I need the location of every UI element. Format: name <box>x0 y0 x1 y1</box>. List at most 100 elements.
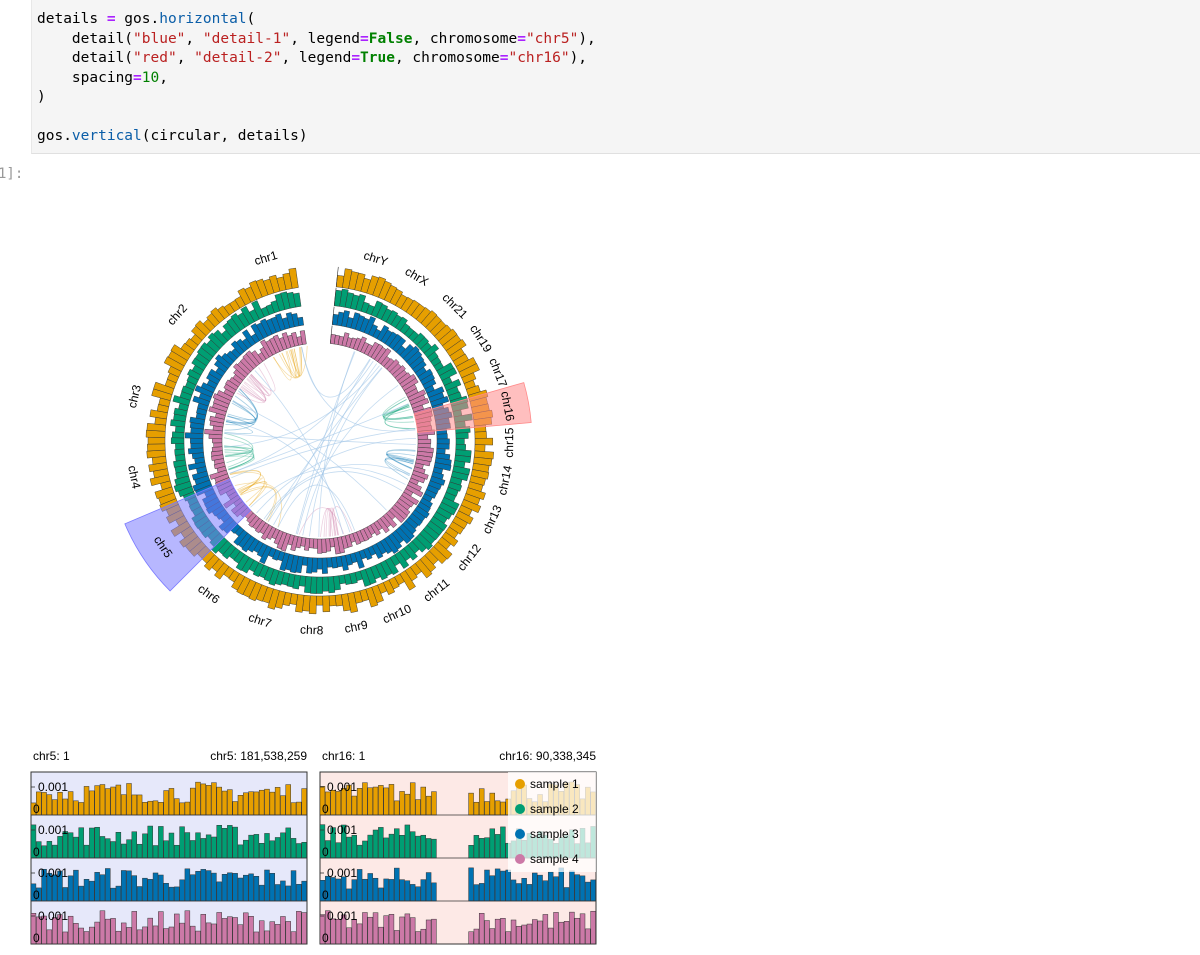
link <box>225 390 258 424</box>
legend: sample 1 sample 2 sample 3 sample 4 <box>508 772 596 872</box>
detail-bar <box>94 872 100 902</box>
detail-bar <box>174 798 180 816</box>
detail-bar <box>399 879 405 902</box>
detail-bar <box>264 833 270 859</box>
detail-bar <box>372 877 379 902</box>
circular-bar <box>212 438 223 444</box>
code-token: True <box>360 50 395 66</box>
detail-bar <box>216 786 222 816</box>
detail-bar <box>179 922 185 945</box>
detail-bar <box>195 930 201 945</box>
link <box>250 362 276 392</box>
detail-bar <box>89 790 95 816</box>
axis-zero-label: 0 <box>33 802 40 816</box>
detail-bar <box>510 879 517 902</box>
detail-bar <box>489 828 496 859</box>
chromosome-label: chr1 <box>253 248 280 268</box>
detail-bar <box>505 869 511 902</box>
axis-zero-label: 0 <box>322 931 329 945</box>
detail-bar <box>394 930 400 945</box>
detail-bar <box>110 918 116 945</box>
detail-bar <box>158 874 164 902</box>
detail-bar <box>335 842 342 859</box>
code-cell[interactable]: details = gos.horizontal( detail("blue",… <box>31 0 1200 154</box>
code-token: detail( <box>37 30 134 47</box>
detail-bar <box>73 923 79 945</box>
circular-bar <box>175 443 185 450</box>
link <box>237 477 264 494</box>
link <box>301 346 371 398</box>
circular-bar <box>436 438 450 445</box>
detail-bar <box>489 928 496 945</box>
detail-bar <box>227 789 233 816</box>
link <box>384 404 416 430</box>
axis-tick-label: 0.001 <box>327 823 357 837</box>
detail-bar <box>274 837 281 859</box>
link <box>279 347 301 378</box>
link <box>384 404 416 430</box>
legend-swatch <box>515 779 525 789</box>
detail-bar <box>269 791 276 816</box>
detail-bar <box>478 883 485 902</box>
detail-bar <box>195 871 201 902</box>
detail-bar <box>473 801 480 816</box>
link <box>223 437 254 468</box>
circular-bar <box>321 557 328 574</box>
detail-bar <box>232 873 238 902</box>
code-line: details = gos.horizontal( <box>37 11 255 27</box>
detail-bar <box>94 785 100 816</box>
code-token: , chromosome <box>394 50 500 66</box>
code-token: ), <box>578 30 596 47</box>
circular-bar <box>316 576 323 594</box>
code-token: , <box>159 69 168 86</box>
detail-bar <box>521 878 527 902</box>
detail-bar <box>115 784 122 816</box>
detail-bar <box>547 927 554 945</box>
chromosome-label: chr19 <box>467 322 495 355</box>
detail-bar <box>57 792 63 816</box>
chromosome-label: chr9 <box>343 618 369 636</box>
link <box>238 481 267 503</box>
link <box>234 482 282 528</box>
detail-bar <box>243 912 249 945</box>
link <box>309 367 383 537</box>
circular-bar <box>292 292 302 308</box>
legend-swatch <box>515 854 525 864</box>
detail-bar <box>253 931 260 945</box>
detail-bar <box>356 869 363 902</box>
detail-bar <box>290 931 297 945</box>
detail-bar <box>105 918 111 945</box>
detail-bar <box>115 885 122 902</box>
detail-bar <box>73 869 79 902</box>
detail-bar <box>356 788 363 816</box>
detail-bar <box>367 787 373 816</box>
detail-bar <box>216 912 222 945</box>
detail-bar <box>553 876 559 902</box>
detail-bar <box>136 843 143 859</box>
detail-bar <box>425 795 432 816</box>
detail-bar <box>399 916 405 945</box>
detail-bar <box>356 923 363 945</box>
detail-bar <box>237 924 244 945</box>
detail-bar <box>46 929 53 945</box>
code-token: details <box>37 11 107 27</box>
link <box>277 484 356 531</box>
detail-bar <box>532 872 538 902</box>
code-text[interactable]: details = gos.horizontal( detail("blue",… <box>37 10 596 147</box>
link <box>382 399 413 419</box>
detail-bar <box>431 791 437 816</box>
output-prompt: 1]: <box>0 166 24 182</box>
link <box>385 457 414 475</box>
link <box>225 455 255 471</box>
detail-bar <box>105 868 111 902</box>
detail-bar <box>585 928 591 945</box>
code-token: , <box>185 30 203 47</box>
detail-views[interactable]: chr5: 1 chr5: 181,538,2590.00100.00100.00… <box>30 749 597 945</box>
chromosome-label: chr21 <box>439 290 470 321</box>
detail-bar <box>168 926 175 945</box>
detail-bar <box>147 800 153 816</box>
link <box>383 399 415 423</box>
detail-bar <box>142 877 148 902</box>
